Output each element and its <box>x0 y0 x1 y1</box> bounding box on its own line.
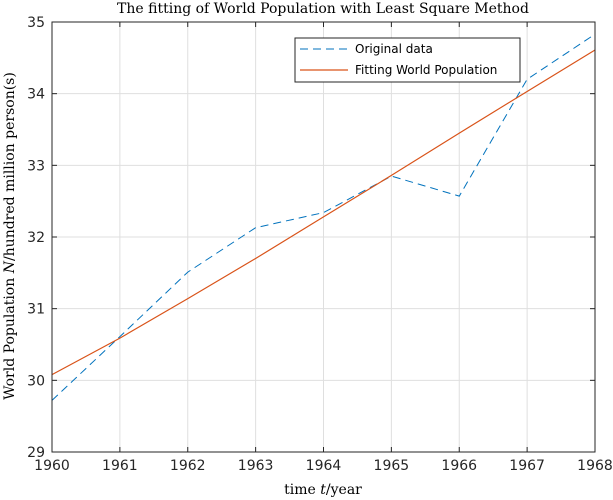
x-tick-label: 1967 <box>509 458 545 474</box>
legend: Original data Fitting World Population <box>294 37 521 83</box>
series-line-1 <box>51 49 596 376</box>
y-tick-label: 33 <box>27 158 45 174</box>
y-tick-label: 31 <box>27 302 45 318</box>
x-tick-label: 1964 <box>306 458 342 474</box>
legend-box <box>294 37 521 83</box>
x-tick-label: 1962 <box>170 458 206 474</box>
y-tick-label: 32 <box>27 230 45 246</box>
x-tick-label: 1966 <box>441 458 477 474</box>
series-lines <box>51 33 596 401</box>
x-tick-label: 1968 <box>577 458 613 474</box>
y-tick-label: 35 <box>27 15 45 31</box>
tick-marks <box>51 21 596 453</box>
y-axis-label: World Population N/hundred million perso… <box>2 72 18 400</box>
x-tick-label: 1960 <box>34 458 70 474</box>
legend-label-original-data: Original data <box>355 42 433 56</box>
x-tick-label: 1963 <box>238 458 274 474</box>
y-tick-label: 34 <box>27 87 45 103</box>
y-tick-label: 29 <box>27 445 45 461</box>
x-tick-label: 1961 <box>102 458 138 474</box>
chart-title: The fitting of World Population with Lea… <box>117 1 529 17</box>
x-tick-label: 1965 <box>374 458 410 474</box>
tick-labels: 1960 1961 1962 1963 1964 1965 1966 1967 1968 29 30… <box>27 15 613 474</box>
legend-label-fitting: Fitting World Population <box>355 63 497 77</box>
series-line-0 <box>51 33 596 401</box>
x-axis-label: time t/year <box>284 482 362 498</box>
y-tick-label: 30 <box>27 373 45 389</box>
